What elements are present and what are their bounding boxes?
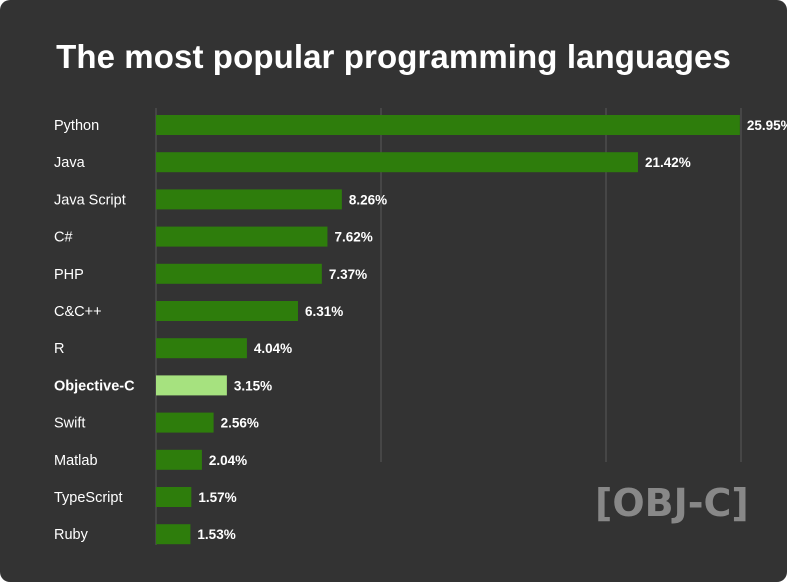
bar	[156, 189, 342, 210]
value-label: 7.37%	[329, 267, 367, 282]
value-label: 8.26%	[349, 192, 387, 207]
bar	[156, 487, 192, 507]
value-label: 2.56%	[221, 416, 259, 431]
category-label: R	[54, 341, 64, 357]
bar	[156, 263, 322, 284]
objc-watermark-logo: [OBJ-C]	[595, 481, 749, 525]
category-label: Java	[54, 155, 86, 171]
category-label: Swift	[54, 416, 85, 432]
category-label: C&C++	[54, 304, 102, 320]
chart-title: The most popular programming languages	[56, 38, 731, 75]
category-label: C#	[54, 230, 73, 246]
category-label: TypeScript	[54, 490, 123, 506]
value-label: 4.04%	[254, 341, 292, 356]
value-label: 1.53%	[197, 527, 235, 542]
bar-highlighted	[156, 375, 227, 396]
value-label: 21.42%	[645, 155, 691, 170]
bar	[156, 301, 298, 321]
bar	[156, 152, 638, 173]
category-label: Python	[54, 118, 99, 134]
category-label: Objective-C	[54, 378, 135, 394]
bar	[156, 449, 202, 470]
value-label: 6.31%	[305, 304, 343, 319]
category-label: Java Script	[54, 192, 126, 208]
category-label: Matlab	[54, 453, 98, 469]
value-label: 7.62%	[334, 230, 372, 245]
value-label: 3.15%	[234, 378, 272, 393]
bar	[156, 338, 247, 359]
category-label: Ruby	[54, 527, 89, 543]
value-label: 25.95%	[747, 118, 787, 133]
bar	[156, 226, 328, 247]
bar	[156, 524, 191, 545]
value-label: 2.04%	[209, 453, 247, 468]
bar	[156, 115, 740, 135]
value-label: 1.57%	[198, 490, 236, 505]
bar	[156, 412, 214, 433]
category-label: PHP	[54, 267, 84, 283]
